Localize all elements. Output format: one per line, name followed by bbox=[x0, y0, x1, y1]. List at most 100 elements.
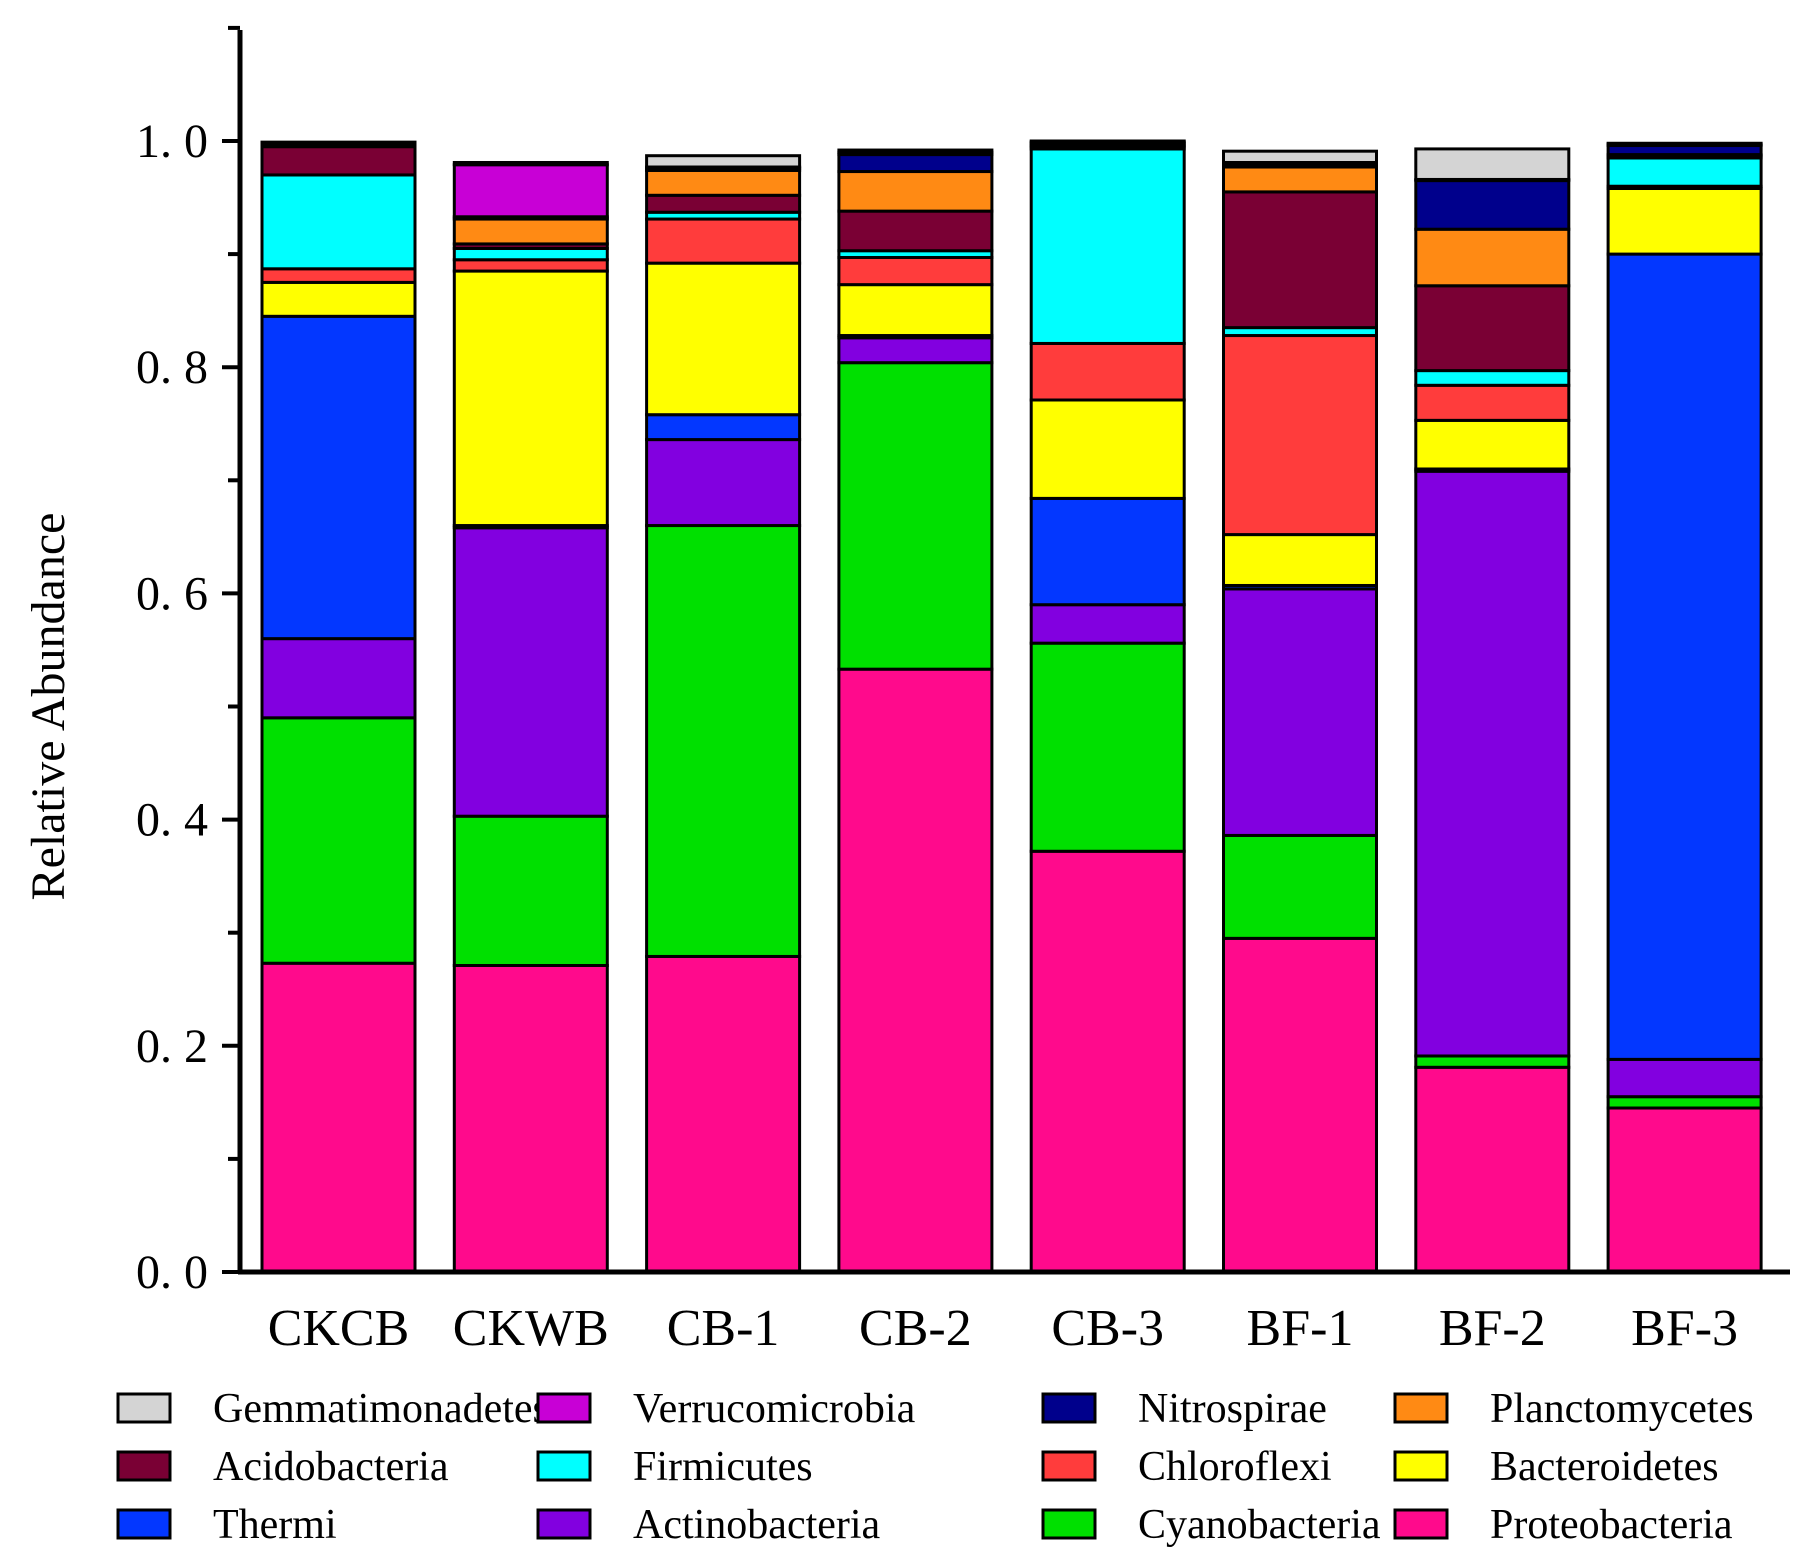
legend-item-chloroflexi: Chloroflexi bbox=[1041, 1444, 1332, 1490]
legend-label: Verrucomicrobia bbox=[633, 1386, 916, 1432]
bar-segment-acidobacteria-cb-1 bbox=[645, 193, 802, 214]
bar-segment-bacteroidetes-ckcb bbox=[260, 280, 417, 318]
bar-segment-firmicutes-cb-3 bbox=[1029, 147, 1186, 345]
legend-label: Thermi bbox=[213, 1502, 337, 1548]
bar-segment-bacteroidetes-bf-2 bbox=[1414, 418, 1571, 471]
bar-segment-proteobacteria-cb-2 bbox=[837, 667, 994, 1274]
bar-stack-cb-2 bbox=[837, 148, 994, 1274]
y-tick-label: 1. 0 bbox=[136, 115, 208, 168]
bar-segment-proteobacteria-ckcb bbox=[260, 961, 417, 1274]
legend-swatch bbox=[536, 1508, 592, 1540]
legend-label: Proteobacteria bbox=[1490, 1502, 1733, 1548]
bar-segment-cyanobacteria-ckwb bbox=[452, 814, 609, 967]
x-tick-label: BF-2 bbox=[1439, 1300, 1546, 1357]
bar-segment-cyanobacteria-bf-3 bbox=[1606, 1095, 1763, 1110]
bar-segment-chloroflexi-cb-1 bbox=[645, 217, 802, 265]
legend-label: Gemmatimonadetes bbox=[213, 1386, 549, 1432]
bar-segment-gemmatimonadetes-bf-2 bbox=[1414, 147, 1571, 181]
bar-segment-acidobacteria-bf-2 bbox=[1414, 284, 1571, 373]
bar-segment-actinobacteria-cb-1 bbox=[645, 438, 802, 528]
bar-segment-proteobacteria-ckwb bbox=[452, 963, 609, 1274]
x-tick-label: CB-1 bbox=[667, 1300, 780, 1357]
bar-segment-firmicutes-ckcb bbox=[260, 173, 417, 271]
x-tick-label: CKWB bbox=[453, 1300, 609, 1357]
y-axis-title: Relative Abundance bbox=[22, 513, 75, 901]
x-tick-label: CKCB bbox=[268, 1300, 410, 1357]
legend-label: Planctomycetes bbox=[1490, 1386, 1754, 1432]
bar-segment-chloroflexi-bf-2 bbox=[1414, 383, 1571, 422]
legend-swatch bbox=[1041, 1392, 1097, 1424]
y-tick-label: 0. 6 bbox=[136, 567, 208, 620]
y-tick-label: 0. 4 bbox=[136, 794, 208, 847]
legend-item-thermi: Thermi bbox=[116, 1502, 337, 1548]
bar-segment-gemmatimonadetes-bf-3 bbox=[1606, 141, 1763, 146]
legend-label: Cyanobacteria bbox=[1138, 1502, 1381, 1548]
y-tick-label: 0. 2 bbox=[136, 1020, 208, 1073]
legend-swatch bbox=[1393, 1508, 1449, 1540]
bar-segment-gemmatimonadetes-bf-1 bbox=[1222, 149, 1378, 164]
bar-segment-proteobacteria-cb-1 bbox=[645, 954, 802, 1274]
bar-stack-bf-3 bbox=[1606, 141, 1763, 1274]
legend-item-firmicutes: Firmicutes bbox=[536, 1444, 813, 1490]
legend-swatch bbox=[536, 1392, 592, 1424]
legend-item-cyanobacteria: Cyanobacteria bbox=[1041, 1502, 1381, 1548]
bar-segment-planctomycetes-bf-2 bbox=[1414, 227, 1571, 288]
bar-segment-cyanobacteria-cb-3 bbox=[1029, 641, 1186, 853]
bar-segment-chloroflexi-cb-2 bbox=[837, 255, 994, 287]
bar-segment-thermi-bf-3 bbox=[1606, 252, 1763, 1061]
y-tick-label: 0. 8 bbox=[136, 341, 208, 394]
bar-segment-gemmatimonadetes-ckcb bbox=[260, 140, 417, 145]
bar-segment-actinobacteria-ckcb bbox=[260, 637, 417, 720]
bar-segment-cyanobacteria-cb-1 bbox=[645, 524, 802, 958]
bar-segment-cyanobacteria-bf-1 bbox=[1222, 833, 1378, 940]
legend-swatch bbox=[116, 1450, 172, 1482]
legend-label: Firmicutes bbox=[633, 1444, 813, 1490]
bar-stack-cb-1 bbox=[645, 154, 802, 1274]
legend-swatch bbox=[1041, 1508, 1097, 1540]
bar-segment-actinobacteria-cb-2 bbox=[837, 336, 994, 365]
bar-segment-proteobacteria-bf-1 bbox=[1222, 936, 1378, 1274]
bar-segment-gemmatimonadetes-cb-3 bbox=[1029, 139, 1186, 144]
bar-segment-bacteroidetes-cb-1 bbox=[645, 261, 802, 417]
bar-segment-chloroflexi-bf-1 bbox=[1222, 334, 1378, 537]
bar-segment-chloroflexi-cb-3 bbox=[1029, 341, 1186, 402]
bar-segment-gemmatimonadetes-cb-2 bbox=[837, 148, 994, 154]
legend-label: Chloroflexi bbox=[1138, 1444, 1332, 1490]
legend-label: Bacteroidetes bbox=[1490, 1444, 1719, 1490]
legend-item-verrucomicrobia: Verrucomicrobia bbox=[536, 1386, 916, 1432]
bar-segment-planctomycetes-cb-1 bbox=[645, 168, 802, 197]
x-tick-label: BF-3 bbox=[1631, 1300, 1738, 1357]
bar-segment-firmicutes-ckwb bbox=[452, 246, 609, 262]
legend-swatch bbox=[536, 1450, 592, 1482]
bar-segment-gemmatimonadetes-cb-1 bbox=[645, 154, 802, 169]
legend-item-acidobacteria: Acidobacteria bbox=[116, 1444, 449, 1490]
bar-segment-nitrospirae-bf-2 bbox=[1414, 179, 1571, 231]
legend-swatch bbox=[1393, 1392, 1449, 1424]
bar-stack-ckwb bbox=[452, 160, 609, 1274]
bar-segment-chloroflexi-ckcb bbox=[260, 267, 417, 284]
bar-segment-cyanobacteria-cb-2 bbox=[837, 361, 994, 671]
bar-segment-gemmatimonadetes-ckwb bbox=[452, 160, 609, 167]
bar-stack-bf-2 bbox=[1414, 147, 1571, 1274]
x-tick-label: BF-1 bbox=[1247, 1300, 1354, 1357]
legend-swatch bbox=[116, 1392, 172, 1424]
bar-segment-bacteroidetes-bf-1 bbox=[1222, 533, 1378, 587]
bar-segment-bacteroidetes-ckwb bbox=[452, 269, 609, 528]
bars-layer bbox=[260, 139, 1763, 1274]
legend: Gemmatimonadetes Verrucomicrobia Nitrospir… bbox=[116, 1386, 1754, 1548]
bar-segment-actinobacteria-bf-1 bbox=[1222, 587, 1378, 837]
legend-swatch bbox=[1041, 1450, 1097, 1482]
bar-stack-ckcb bbox=[260, 140, 417, 1274]
bar-segment-actinobacteria-ckwb bbox=[452, 526, 609, 818]
legend-item-bacteroidetes: Bacteroidetes bbox=[1393, 1444, 1719, 1490]
bar-segment-bacteroidetes-cb-2 bbox=[837, 283, 994, 338]
bar-segment-thermi-ckcb bbox=[260, 314, 417, 641]
bar-stack-cb-3 bbox=[1029, 139, 1186, 1274]
bar-segment-proteobacteria-bf-3 bbox=[1606, 1106, 1763, 1274]
bar-segment-firmicutes-bf-2 bbox=[1414, 369, 1571, 387]
bar-segment-cyanobacteria-bf-2 bbox=[1414, 1054, 1571, 1069]
bar-segment-acidobacteria-cb-2 bbox=[837, 209, 994, 253]
legend-swatch bbox=[1393, 1450, 1449, 1482]
